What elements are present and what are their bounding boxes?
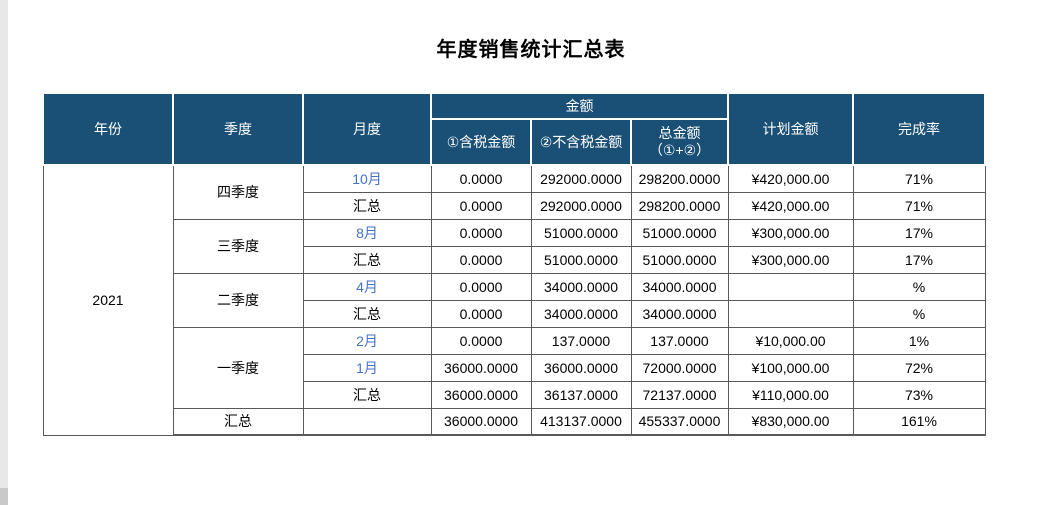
cell-planned: ¥830,000.00 [727, 407, 854, 436]
col-header-total-amount: 总金额 （①+②） [630, 118, 729, 166]
cell-month: 汇总 [302, 245, 432, 274]
col-header-completion: 完成率 [852, 92, 986, 166]
cell-completion: 71% [852, 164, 986, 193]
cell-completion: 161% [852, 407, 986, 436]
cell-completion: 72% [852, 353, 986, 382]
cell-total: 51000.0000 [630, 245, 729, 274]
cell-planned: ¥100,000.00 [727, 353, 854, 382]
col-header-quarter: 季度 [172, 92, 304, 166]
cell-month [302, 407, 432, 436]
cell-completion: 17% [852, 245, 986, 274]
cell-total: 34000.0000 [630, 272, 729, 301]
cell-total: 298200.0000 [630, 164, 729, 193]
table-row: 一季度 2月 0.0000 137.0000 137.0000 ¥10,000.00 1% [43, 326, 986, 409]
table-body: 2021 四季度 10月 0.0000 292000.0000 298200.0000 ¥4… [42, 164, 986, 436]
table-row: 2021 四季度 10月 0.0000 292000.0000 298200.0000 ¥4… [42, 164, 986, 436]
table-row: 汇总 36000.0000 36137.0000 72137.0000 ¥110,000… [43, 380, 986, 409]
cell-tax-included: 36000.0000 [430, 380, 532, 409]
month-link[interactable]: 1月 [302, 353, 432, 382]
table-row: 汇总 0.0000 51000.0000 51000.0000 ¥300,000.00 1… [43, 245, 986, 274]
table-row: 汇总 0.0000 292000.0000 298200.0000 ¥420,000.0… [43, 191, 986, 220]
cell-tax-included: 0.0000 [430, 299, 532, 328]
cell-total: 455337.0000 [630, 407, 729, 436]
left-edge-strip [0, 0, 8, 505]
cell-quarter: 二季度 [172, 272, 304, 328]
col-header-month: 月度 [302, 92, 432, 166]
col-header-tax-included: ①含税金额 [430, 118, 532, 166]
col-header-year: 年份 [42, 92, 174, 166]
cell-tax-excluded: 292000.0000 [530, 164, 632, 193]
cell-planned: ¥420,000.00 [727, 164, 854, 193]
cell-tax-included: 0.0000 [430, 245, 532, 274]
cell-total: 72000.0000 [630, 353, 729, 382]
cell-tax-excluded: 36000.0000 [530, 353, 632, 382]
annual-sales-summary-table: 年份 季度 月度 金额 计划金额 完成率 ①含税金额 ②不含税金额 总金额 （①… [42, 92, 986, 436]
cell-quarter: 四季度 [172, 164, 304, 220]
cell-planned [727, 299, 854, 328]
col-header-amount-group: 金额 [430, 92, 729, 120]
left-edge-strip-dark [0, 488, 8, 505]
cell-tax-excluded: 137.0000 [530, 326, 632, 355]
cell-total: 298200.0000 [630, 191, 729, 220]
cell-completion: 17% [852, 218, 986, 247]
table-row: 汇总 0.0000 34000.0000 34000.0000% [43, 299, 986, 328]
cell-total: 51000.0000 [630, 218, 729, 247]
cell-tax-excluded: 292000.0000 [530, 191, 632, 220]
col-header-planned: 计划金额 [727, 92, 854, 166]
month-link[interactable]: 4月 [302, 272, 432, 301]
col-header-total-line1: 总金额 [658, 124, 701, 141]
cell-tax-excluded: 51000.0000 [530, 245, 632, 274]
cell-quarter-grand-total: 汇总 [172, 407, 304, 436]
cell-tax-excluded: 51000.0000 [530, 218, 632, 247]
month-link[interactable]: 2月 [302, 326, 432, 355]
cell-total: 34000.0000 [630, 299, 729, 328]
cell-completion: 71% [852, 191, 986, 220]
cell-planned: ¥10,000.00 [727, 326, 854, 355]
cell-year: 2021 [42, 164, 174, 436]
page-title: 年度销售统计汇总表 [436, 39, 626, 61]
cell-quarter: 三季度 [172, 218, 304, 274]
month-link[interactable]: 8月 [302, 218, 432, 247]
cell-completion: 73% [852, 380, 986, 409]
table-row: 二季度 4月 0.0000 34000.0000 34000.0000% [43, 272, 986, 328]
cell-total: 72137.0000 [630, 380, 729, 409]
table-row-grand-total: 汇总 36000.0000 413137.0000 455337.0000 ¥830,0… [43, 407, 986, 436]
cell-month: 汇总 [302, 380, 432, 409]
cell-tax-excluded: 413137.0000 [530, 407, 632, 436]
cell-tax-included: 36000.0000 [430, 353, 532, 382]
cell-total: 137.0000 [630, 326, 729, 355]
cell-planned: ¥420,000.00 [727, 191, 854, 220]
cell-quarter: 一季度 [172, 326, 304, 409]
month-link[interactable]: 10月 [302, 164, 432, 193]
cell-tax-included: 0.0000 [430, 164, 532, 193]
table-row: 三季度 8月 0.0000 51000.0000 51000.0000 ¥300,000.… [43, 218, 986, 274]
cell-tax-excluded: 34000.0000 [530, 299, 632, 328]
cell-tax-included: 0.0000 [430, 272, 532, 301]
cell-completion: 1% [852, 326, 986, 355]
cell-planned: ¥110,000.00 [727, 380, 854, 409]
cell-tax-included: 0.0000 [430, 218, 532, 247]
cell-tax-included: 0.0000 [430, 326, 532, 355]
cell-month: 汇总 [302, 299, 432, 328]
cell-completion: % [852, 272, 986, 301]
cell-planned [727, 272, 854, 301]
col-header-tax-excluded: ②不含税金额 [530, 118, 632, 166]
cell-planned: ¥300,000.00 [727, 245, 854, 274]
cell-tax-excluded: 36137.0000 [530, 380, 632, 409]
col-header-total-line2: （①+②） [648, 142, 711, 158]
cell-tax-excluded: 34000.0000 [530, 272, 632, 301]
cell-planned: ¥300,000.00 [727, 218, 854, 247]
table-row: 1月 36000.0000 36000.0000 72000.0000 ¥100,000… [43, 353, 986, 382]
cell-month: 汇总 [302, 191, 432, 220]
cell-tax-included: 0.0000 [430, 191, 532, 220]
cell-completion: % [852, 299, 986, 328]
cell-tax-included: 36000.0000 [430, 407, 532, 436]
